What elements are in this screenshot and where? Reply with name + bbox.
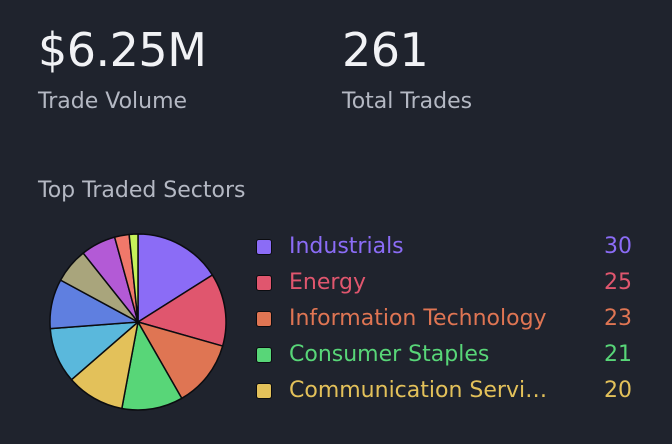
trade-volume-stat: $6.25M Trade Volume	[38, 23, 207, 116]
legend-name-communication-services: Communication Services	[289, 378, 559, 403]
legend-item-communication-services[interactable]: Communication Services 20	[256, 374, 632, 410]
legend-value-industrials: 30	[604, 234, 632, 259]
legend-item-consumer-staples[interactable]: Consumer Staples 21	[256, 338, 632, 374]
total-trades-label: Total Trades	[342, 89, 473, 114]
pie-slice-information-technology[interactable]	[137, 321, 224, 400]
legend-swatch-industrials	[256, 239, 272, 255]
legend-value-energy: 25	[604, 270, 632, 295]
legend-item-energy[interactable]: Energy 25	[256, 266, 632, 302]
legend-item-information-technology[interactable]: Information Technology 23	[256, 302, 632, 338]
legend-item-industrials[interactable]: Industrials 30	[256, 230, 632, 266]
trade-volume-label: Trade Volume	[38, 89, 188, 114]
sector-pie-chart	[49, 233, 227, 411]
legend-swatch-consumer-staples	[256, 347, 272, 363]
total-trades-stat: 261 Total Trades	[342, 24, 472, 116]
legend-value-communication-services: 20	[604, 378, 632, 403]
pie-slice-energy[interactable]	[137, 274, 227, 347]
pie-slice-other-sector-11[interactable]	[128, 233, 139, 323]
legend-swatch-communication-services	[256, 383, 272, 399]
legend-swatch-energy	[256, 275, 272, 291]
top-traded-sectors-title: Top Traded Sectors	[38, 178, 246, 203]
legend-name-consumer-staples: Consumer Staples	[289, 342, 490, 367]
legend-name-industrials: Industrials	[289, 234, 404, 259]
legend-value-information-technology: 23	[604, 306, 632, 331]
legend-name-energy: Energy	[289, 270, 367, 295]
trade-volume-value: $6.25M	[38, 23, 207, 77]
total-trades-value: 261	[342, 23, 429, 77]
sector-legend: Industrials 30 Energy 25 Information Tec…	[256, 230, 632, 410]
legend-value-consumer-staples: 21	[604, 342, 632, 367]
legend-swatch-information-technology	[256, 311, 272, 327]
legend-name-information-technology: Information Technology	[289, 306, 547, 331]
pie-slice-industrials[interactable]	[137, 233, 214, 323]
